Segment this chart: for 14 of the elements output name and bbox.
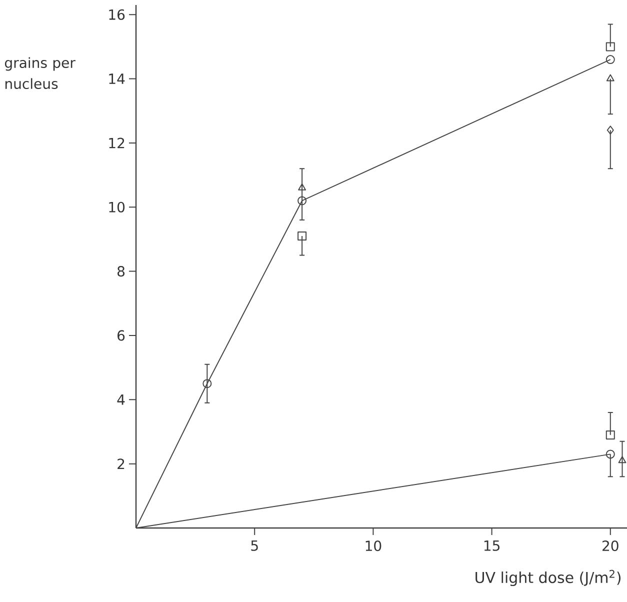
x-tick-label: 15 xyxy=(484,540,500,551)
x-tick-label: 5 xyxy=(251,540,258,551)
y-tick-label: 12 xyxy=(109,138,124,148)
x-tick-label: 20 xyxy=(602,540,618,552)
y-tick-label: 6 xyxy=(118,330,125,341)
y-tick-label: 8 xyxy=(118,266,125,277)
y-tick-label: 16 xyxy=(109,9,125,20)
y-tick-label: 2 xyxy=(118,458,124,470)
x-axis-title: UV light dose (J/m$^{2}$) xyxy=(476,570,621,586)
x-tick-label: 10 xyxy=(366,540,382,552)
y-tick-label: 14 xyxy=(109,74,125,84)
y-tick-label: 4 xyxy=(117,394,125,405)
y-tick-label: 10 xyxy=(109,202,125,212)
y-axis-title: grains per nucleus xyxy=(4,57,76,90)
